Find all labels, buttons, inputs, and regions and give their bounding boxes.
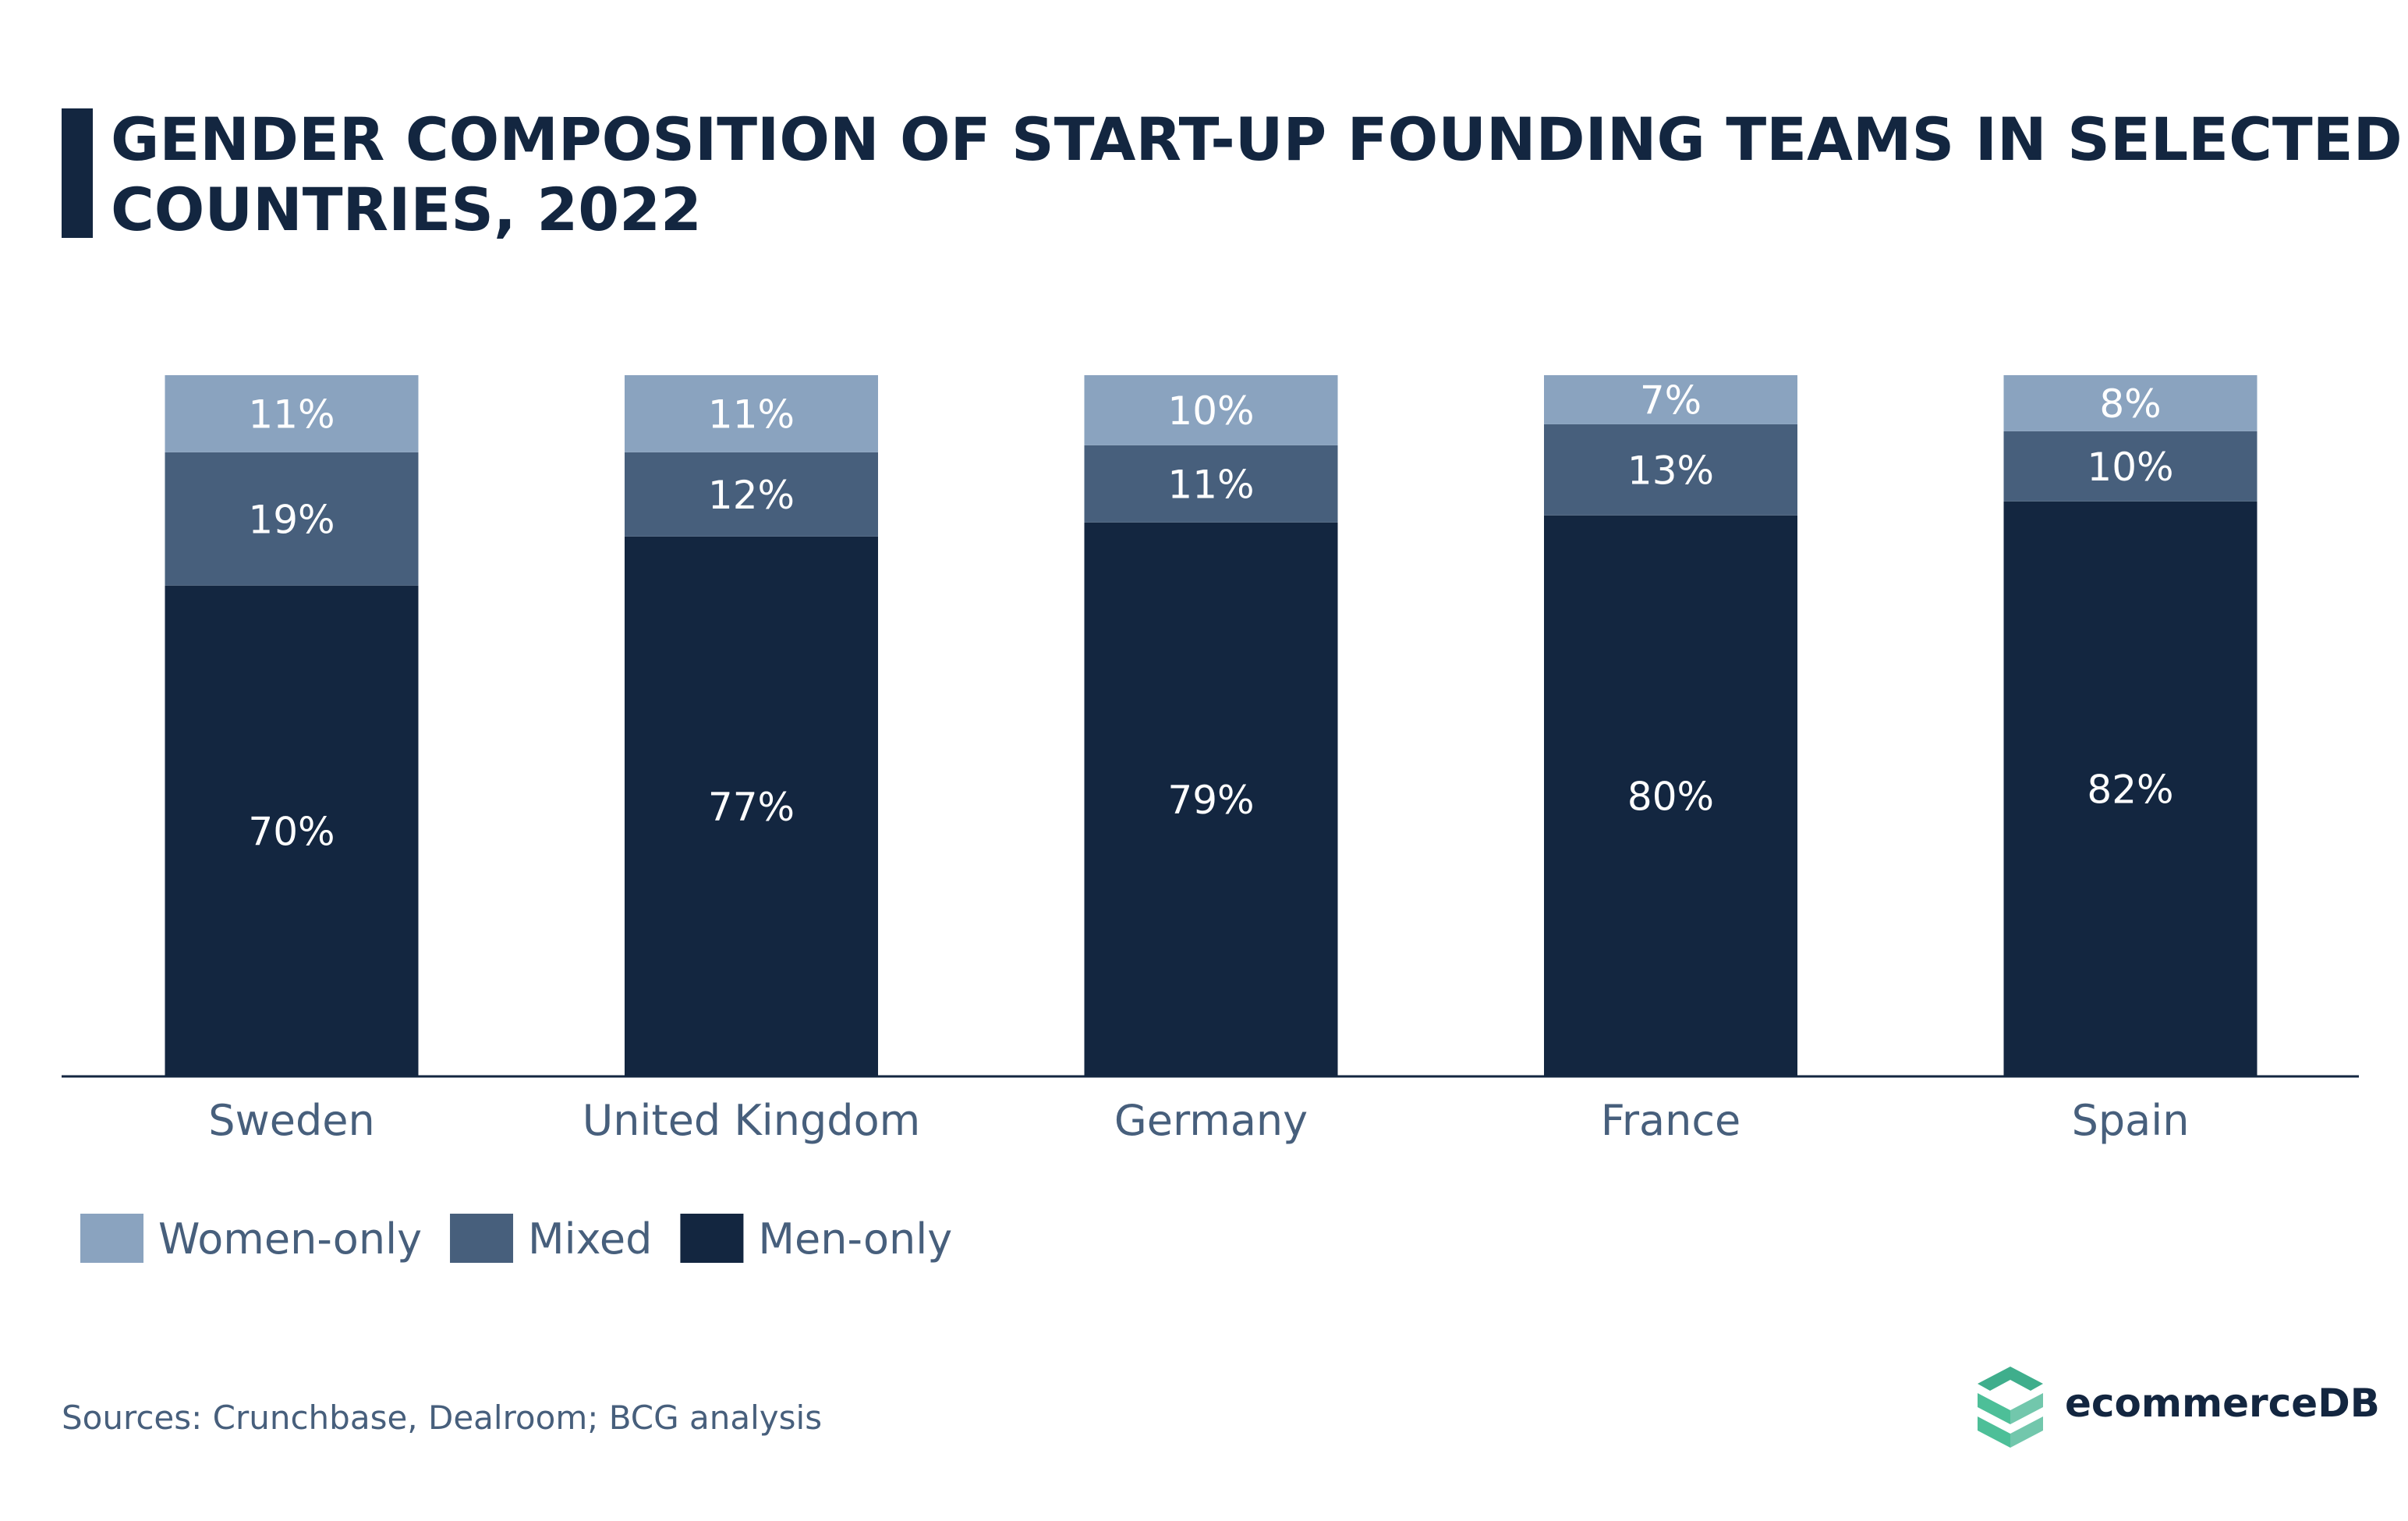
source-note: Sources: Crunchbase, Dealroom; BCG analy… <box>62 1399 822 1437</box>
bar-mixed <box>165 452 419 586</box>
x-tick-label: Sweden <box>208 1096 374 1145</box>
bar-women-only <box>1544 375 1797 424</box>
legend-label-men-only: Men-only <box>758 1214 952 1264</box>
data-label-men-only: 70% <box>248 809 335 854</box>
x-axis-labels: Sweden United Kingdom Germany France Spain <box>208 1096 2189 1145</box>
legend-label-women-only: Women-only <box>158 1214 422 1264</box>
bar-women-only <box>2003 375 2258 431</box>
title-accent-bar <box>62 108 93 238</box>
logo-text: ecommerceDB <box>2065 1381 2380 1426</box>
data-label-mixed: 13% <box>1627 448 1714 493</box>
data-label-women-only: 8% <box>2099 381 2161 427</box>
data-label-men-only: 77% <box>708 785 795 830</box>
data-label-mixed: 10% <box>2087 445 2173 490</box>
legend: Women-only Mixed Men-only <box>80 1214 952 1264</box>
bar-men-only <box>165 585 419 1076</box>
data-label-women-only: 7% <box>1640 378 1702 423</box>
bar-women-only <box>165 375 419 452</box>
logo-cube-icon <box>1978 1367 2043 1448</box>
data-label-women-only: 11% <box>248 392 335 437</box>
legend-swatch-mixed <box>450 1214 514 1263</box>
bars: 70% 19% 11% 77% 12% 11% 79% 11% 10% 80% 13% 7% 82% 10… <box>165 375 2258 1076</box>
data-label-mixed: 11% <box>1167 462 1254 507</box>
ecommercedb-logo: ecommerceDB <box>1978 1367 2380 1448</box>
data-label-men-only: 82% <box>2087 767 2173 812</box>
data-label-men-only: 80% <box>1627 774 1714 819</box>
data-label-women-only: 11% <box>708 392 795 437</box>
chart-title-line-1: GENDER COMPOSITION OF START-UP FOUNDING … <box>111 105 2403 174</box>
chart-title-line-2: COUNTRIES, 2022 <box>111 175 702 244</box>
legend-label-mixed: Mixed <box>528 1214 652 1264</box>
bar-mixed <box>1084 445 1338 523</box>
bar-women-only <box>625 375 878 452</box>
bar-men-only <box>1544 515 1797 1076</box>
legend-swatch-men-only <box>680 1214 744 1263</box>
x-tick-label: United Kingdom <box>583 1096 920 1145</box>
data-label-men-only: 79% <box>1167 778 1254 823</box>
bar-women-only <box>1084 375 1338 445</box>
bar-men-only <box>1084 522 1338 1076</box>
data-label-women-only: 10% <box>1167 388 1254 434</box>
x-tick-label: Spain <box>2072 1096 2190 1145</box>
x-tick-label: France <box>1601 1096 1741 1145</box>
data-label-mixed: 19% <box>248 497 335 542</box>
bar-mixed <box>625 452 878 537</box>
bar-mixed <box>2003 431 2258 502</box>
data-label-mixed: 12% <box>708 473 795 518</box>
bar-men-only <box>625 536 878 1076</box>
bar-mixed <box>1544 424 1797 516</box>
x-tick-label: Germany <box>1114 1096 1308 1145</box>
legend-swatch-women-only <box>80 1214 143 1263</box>
bar-men-only <box>2003 501 2258 1076</box>
